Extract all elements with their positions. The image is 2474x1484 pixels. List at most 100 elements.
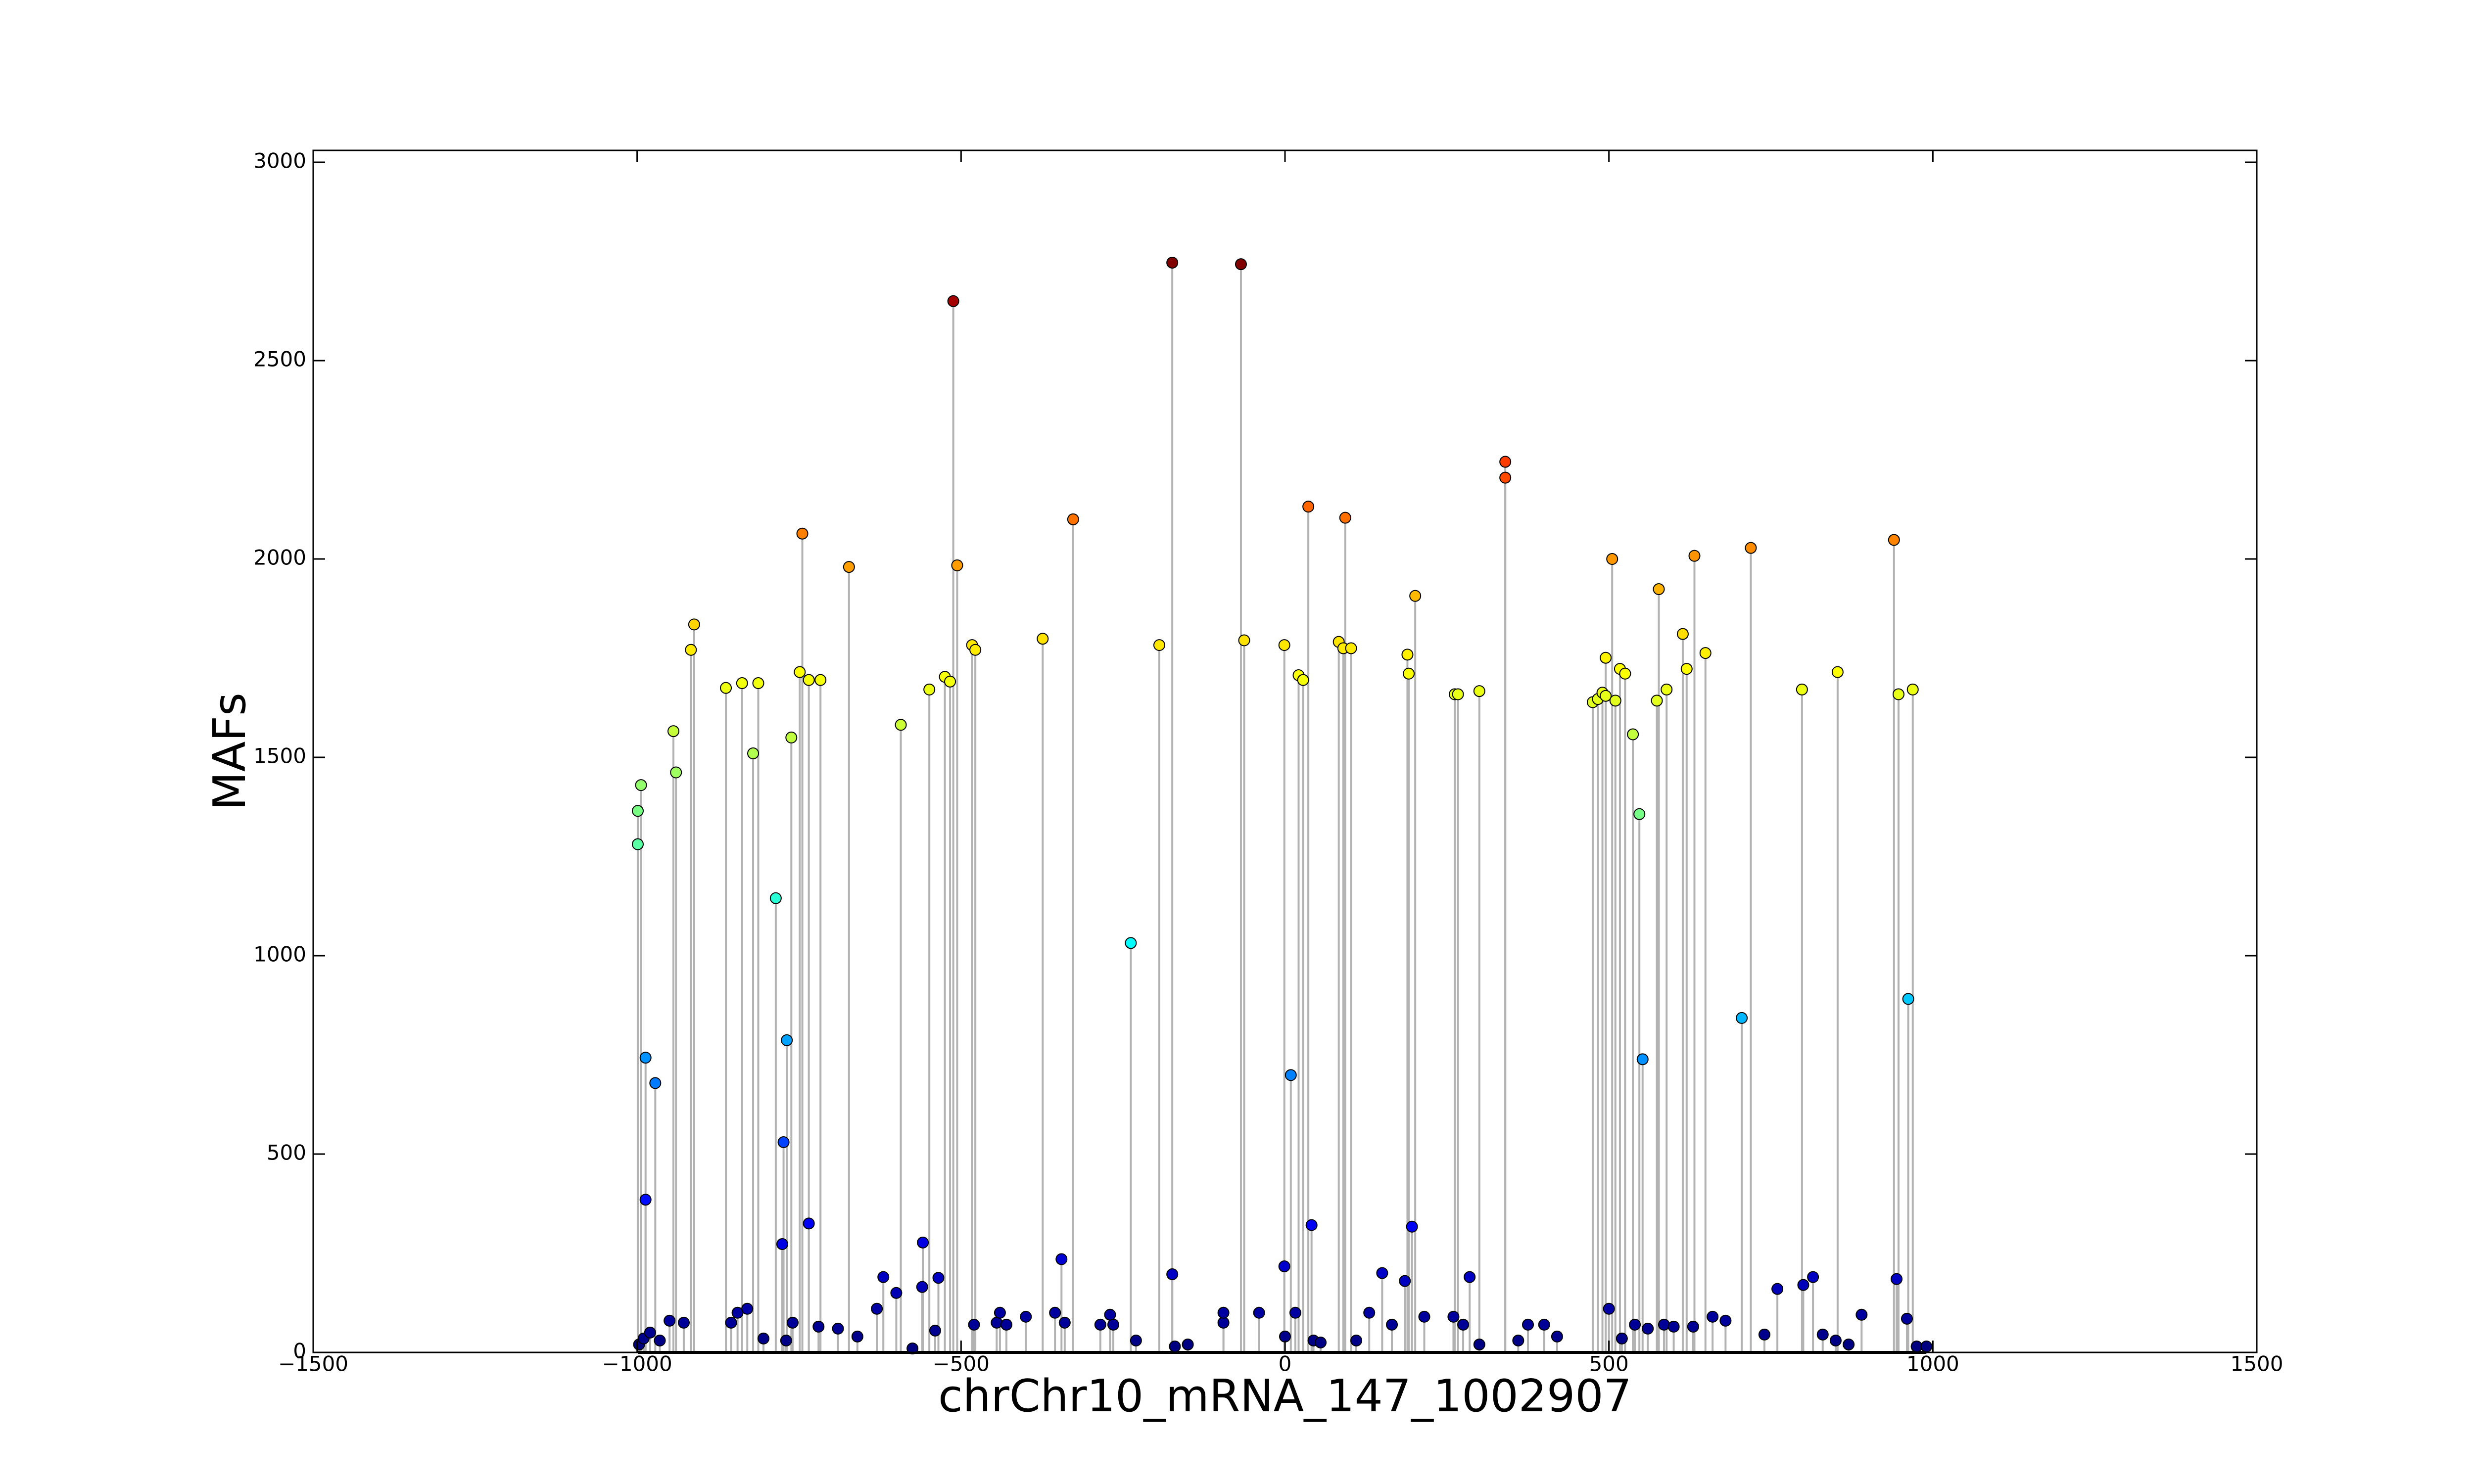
point: [1796, 683, 1808, 696]
point: [1473, 1338, 1485, 1350]
point: [1619, 667, 1631, 680]
point: [664, 1314, 676, 1327]
point: [757, 1332, 769, 1345]
point: [1403, 667, 1415, 680]
point: [1499, 471, 1512, 484]
point: [1856, 1308, 1868, 1321]
point: [1719, 1314, 1732, 1327]
point: [895, 719, 907, 731]
point: [991, 1316, 1003, 1329]
point: [1707, 1310, 1719, 1323]
point: [1037, 633, 1049, 645]
point: [667, 725, 679, 738]
point: [814, 674, 827, 686]
point: [1888, 534, 1900, 546]
point: [639, 1052, 652, 1064]
point: [747, 747, 760, 760]
point: [916, 1281, 928, 1293]
y-tick-label: 2500: [253, 347, 306, 371]
point: [1627, 728, 1639, 741]
y-axis-label: MAFs: [204, 693, 256, 810]
point: [1609, 695, 1621, 707]
point: [1345, 642, 1357, 654]
point: [1285, 1069, 1297, 1081]
point: [1816, 1328, 1829, 1341]
point: [796, 527, 809, 540]
point: [1315, 1336, 1327, 1348]
point: [871, 1302, 883, 1315]
point: [685, 644, 697, 656]
point: [1297, 674, 1309, 686]
point: [1302, 501, 1315, 513]
point: [877, 1271, 890, 1283]
point: [843, 561, 855, 573]
point: [769, 892, 782, 904]
point: [1676, 628, 1689, 640]
point: [944, 675, 956, 688]
point: [1376, 1267, 1388, 1279]
point: [631, 838, 644, 850]
x-tick-label: −1000: [602, 1352, 672, 1376]
point: [1687, 1320, 1699, 1333]
point: [1499, 456, 1512, 468]
point: [1680, 663, 1693, 675]
point: [1166, 1268, 1179, 1281]
point: [1363, 1306, 1376, 1319]
point: [631, 805, 644, 817]
point: [1055, 1253, 1068, 1265]
point: [947, 295, 959, 307]
point: [635, 779, 647, 791]
point: [1104, 1308, 1116, 1321]
point: [741, 1302, 754, 1315]
point: [968, 1318, 980, 1331]
point: [1629, 1318, 1641, 1331]
point: [1130, 1334, 1142, 1346]
point: [1745, 542, 1757, 554]
y-tick-label: 2000: [253, 546, 306, 570]
point: [1661, 683, 1673, 696]
point: [1920, 1340, 1933, 1352]
point: [1107, 1318, 1120, 1331]
point: [644, 1326, 656, 1339]
point: [1522, 1318, 1534, 1331]
point: [1906, 683, 1919, 696]
point: [1418, 1310, 1430, 1323]
point: [1606, 553, 1618, 565]
point: [1457, 1318, 1470, 1331]
point: [1512, 1334, 1524, 1346]
point: [1238, 634, 1250, 647]
point: [1058, 1316, 1071, 1329]
point: [688, 618, 700, 631]
point: [803, 674, 815, 686]
point: [1279, 1330, 1291, 1343]
point: [1409, 590, 1422, 602]
y-tick-label: 500: [267, 1141, 306, 1165]
point: [1603, 1302, 1615, 1315]
point: [1653, 583, 1665, 595]
point: [1253, 1306, 1265, 1319]
y-tick-label: 3000: [253, 149, 306, 173]
point: [736, 677, 748, 690]
point: [1736, 1012, 1748, 1024]
point: [1667, 1320, 1680, 1333]
point: [654, 1334, 666, 1346]
point: [1153, 639, 1165, 651]
point: [1807, 1271, 1819, 1283]
y-tick-label: 1500: [253, 744, 306, 768]
point: [803, 1217, 815, 1230]
point: [1401, 649, 1414, 661]
point: [1633, 808, 1646, 820]
point: [890, 1287, 903, 1299]
point: [1182, 1338, 1194, 1350]
point: [1829, 1334, 1842, 1346]
point: [1616, 1332, 1628, 1345]
point: [794, 666, 806, 678]
point: [1551, 1330, 1563, 1343]
plot-area: [631, 256, 1933, 1354]
point: [906, 1342, 919, 1354]
point: [994, 1306, 1006, 1319]
point: [677, 1316, 690, 1329]
point: [1843, 1338, 1855, 1350]
point: [1049, 1306, 1061, 1319]
point: [1000, 1318, 1012, 1331]
